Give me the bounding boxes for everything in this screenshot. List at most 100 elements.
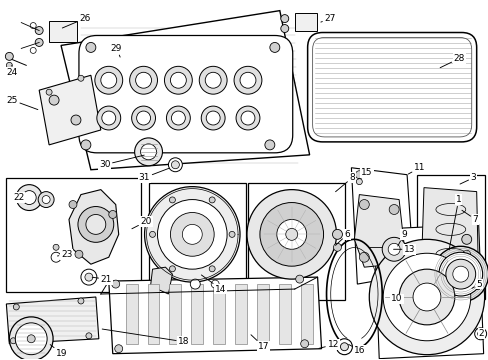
Circle shape: [201, 106, 224, 130]
Circle shape: [13, 304, 19, 310]
Circle shape: [280, 15, 288, 23]
Circle shape: [169, 197, 175, 203]
Polygon shape: [354, 195, 403, 267]
Circle shape: [85, 273, 93, 281]
Circle shape: [246, 190, 336, 279]
Bar: [300, 284, 312, 344]
Text: 19: 19: [50, 345, 67, 358]
Polygon shape: [373, 224, 483, 359]
Polygon shape: [69, 190, 119, 264]
Text: 18: 18: [102, 329, 189, 346]
Polygon shape: [39, 75, 101, 145]
Circle shape: [438, 252, 482, 296]
Circle shape: [190, 279, 200, 289]
Circle shape: [78, 207, 114, 242]
Text: 2: 2: [476, 329, 483, 338]
Circle shape: [35, 39, 43, 46]
Circle shape: [169, 266, 175, 272]
Circle shape: [276, 220, 306, 249]
Circle shape: [269, 42, 279, 53]
Circle shape: [157, 199, 226, 269]
Circle shape: [15, 323, 47, 355]
Polygon shape: [61, 11, 309, 170]
Text: 21: 21: [92, 275, 112, 284]
Circle shape: [102, 111, 116, 125]
Circle shape: [5, 53, 13, 60]
Circle shape: [51, 252, 61, 262]
Text: 4: 4: [0, 359, 1, 360]
Circle shape: [300, 340, 308, 348]
Bar: [147, 284, 159, 344]
Circle shape: [69, 201, 77, 208]
Circle shape: [131, 106, 155, 130]
Circle shape: [452, 266, 468, 282]
Circle shape: [22, 190, 36, 204]
Text: 22: 22: [13, 193, 24, 202]
Circle shape: [86, 42, 96, 53]
Polygon shape: [6, 297, 99, 344]
Bar: [213, 284, 224, 344]
Text: 27: 27: [320, 14, 335, 23]
Polygon shape: [351, 168, 413, 284]
Circle shape: [30, 23, 36, 28]
Circle shape: [171, 111, 185, 125]
Text: 16: 16: [348, 345, 365, 355]
Circle shape: [387, 243, 399, 255]
Circle shape: [333, 243, 341, 251]
Circle shape: [86, 215, 105, 234]
Circle shape: [260, 203, 323, 266]
Text: 12: 12: [318, 340, 338, 349]
Circle shape: [340, 343, 347, 351]
Circle shape: [336, 339, 352, 355]
Circle shape: [398, 269, 454, 325]
Circle shape: [78, 75, 84, 81]
Circle shape: [49, 95, 59, 105]
Bar: [278, 284, 290, 344]
Text: 1: 1: [448, 195, 461, 250]
Circle shape: [108, 211, 117, 219]
Polygon shape: [150, 267, 172, 294]
Circle shape: [236, 106, 260, 130]
Text: 9: 9: [397, 230, 406, 246]
Circle shape: [432, 246, 488, 302]
Text: 6: 6: [335, 230, 349, 246]
Text: 29: 29: [111, 44, 122, 57]
Circle shape: [75, 250, 83, 258]
Circle shape: [205, 72, 221, 88]
Bar: [191, 284, 203, 344]
Circle shape: [462, 250, 470, 258]
Circle shape: [115, 345, 122, 353]
Bar: [49, 21, 77, 42]
Circle shape: [86, 333, 92, 339]
Circle shape: [388, 204, 398, 215]
Circle shape: [477, 331, 483, 337]
Polygon shape: [420, 188, 478, 284]
Circle shape: [355, 171, 363, 179]
Bar: [6, 178, 141, 292]
Circle shape: [95, 66, 122, 94]
Circle shape: [356, 179, 362, 185]
Text: 14: 14: [201, 275, 226, 293]
Circle shape: [171, 161, 179, 169]
Circle shape: [241, 111, 254, 125]
Text: 23: 23: [57, 250, 72, 259]
Text: 7: 7: [461, 210, 477, 224]
Circle shape: [38, 192, 54, 207]
Text: 3: 3: [459, 173, 475, 184]
Circle shape: [445, 259, 475, 289]
Text: 13: 13: [393, 245, 415, 254]
Circle shape: [81, 269, 97, 285]
Circle shape: [359, 199, 368, 210]
Text: 15: 15: [358, 168, 372, 179]
Circle shape: [35, 27, 43, 35]
Circle shape: [81, 140, 91, 150]
Circle shape: [53, 244, 59, 250]
Circle shape: [211, 280, 219, 288]
Bar: [148, 183, 245, 300]
Circle shape: [264, 140, 274, 150]
Text: 31: 31: [138, 168, 169, 182]
Circle shape: [209, 266, 215, 272]
Circle shape: [10, 338, 16, 344]
Circle shape: [30, 48, 36, 53]
Circle shape: [97, 106, 121, 130]
